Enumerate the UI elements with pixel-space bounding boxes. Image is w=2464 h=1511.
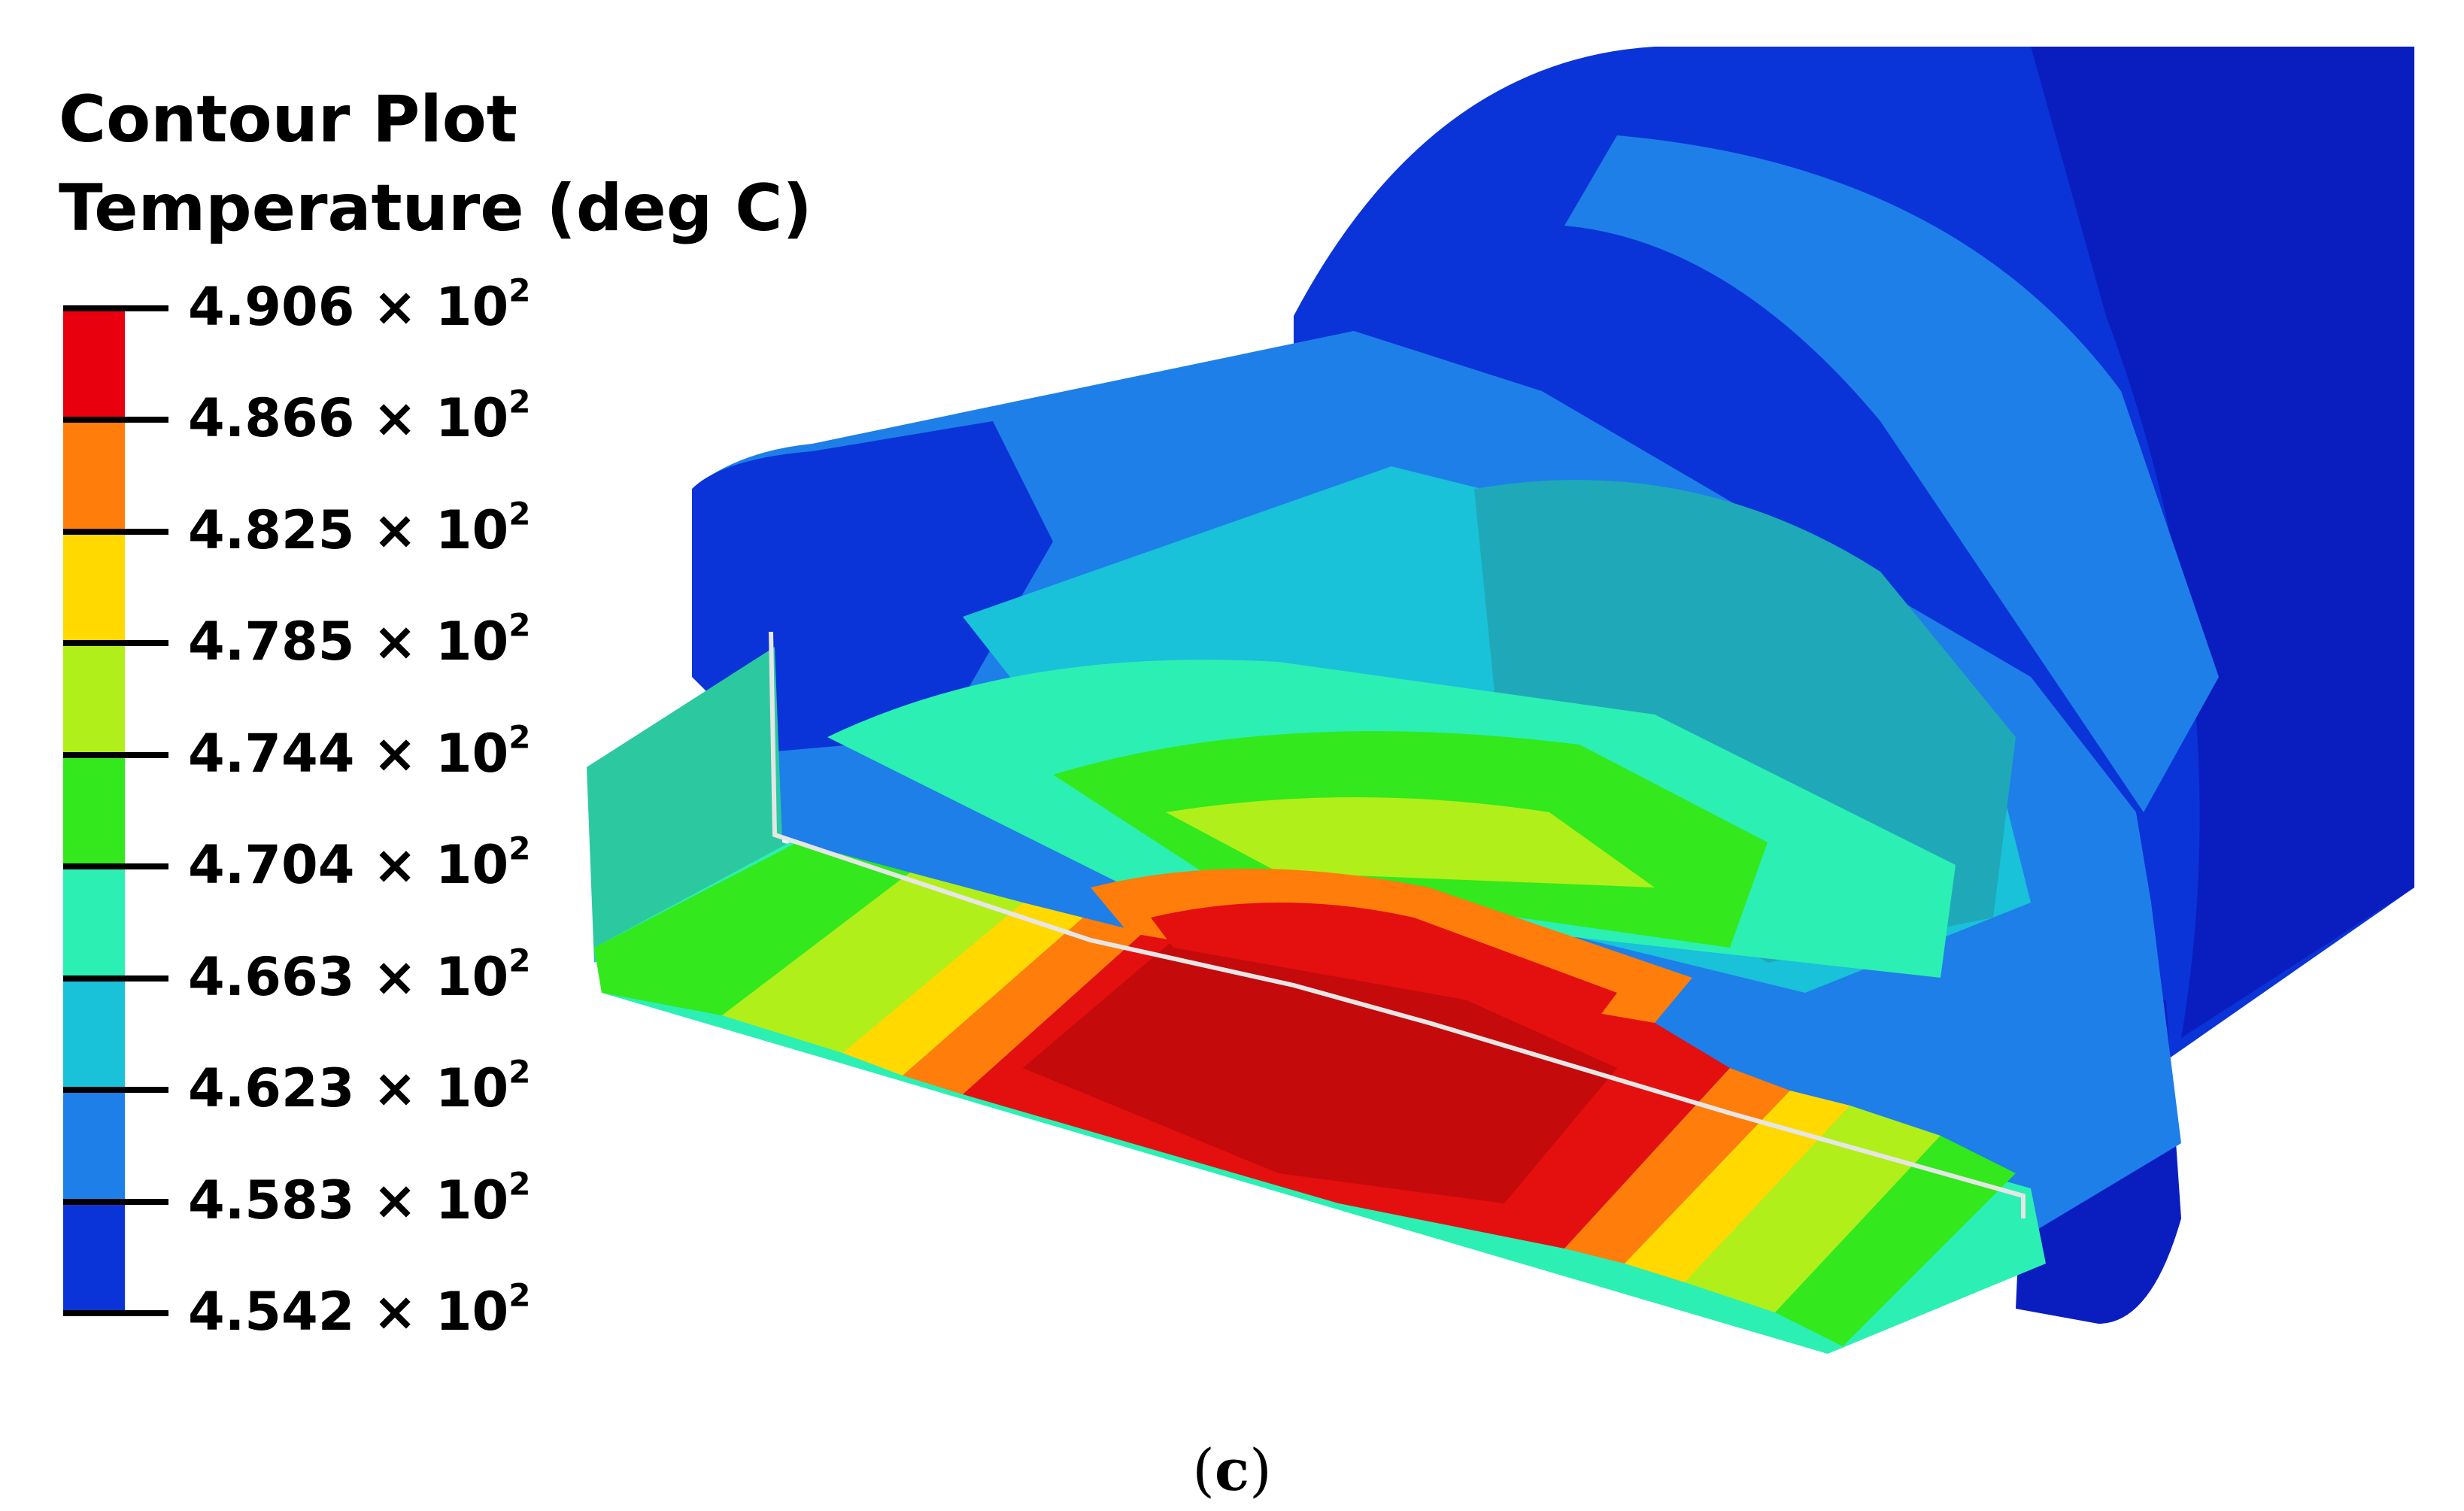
scale-tick-mark bbox=[63, 640, 168, 647]
housing-left-edge bbox=[692, 421, 1053, 752]
tick-exponent: 2 bbox=[508, 383, 531, 420]
band-orange-left bbox=[903, 918, 1143, 1094]
scale-tick-mark bbox=[63, 305, 168, 311]
tick-base: 10 bbox=[435, 499, 509, 561]
band-orange-right bbox=[1564, 1068, 1790, 1264]
tick-mantissa: 4.704 bbox=[188, 834, 355, 897]
tick-base: 10 bbox=[435, 276, 509, 338]
tick-base: 10 bbox=[435, 387, 509, 450]
band-yellow-green-left bbox=[722, 872, 1023, 1053]
tick-times-sign: × bbox=[372, 611, 417, 673]
scale-tick-mark bbox=[63, 863, 168, 870]
tick-exponent: 2 bbox=[508, 606, 531, 644]
color-band bbox=[63, 420, 125, 532]
legend-title-line1: Contour Plot bbox=[59, 82, 517, 157]
legend-title: Contour Plot Temperature (deg C) bbox=[59, 75, 812, 253]
tick-base: 10 bbox=[435, 834, 509, 897]
scale-tick-label: 4.704 × 102 bbox=[188, 833, 530, 897]
color-band bbox=[63, 866, 125, 979]
tick-base: 10 bbox=[435, 1281, 509, 1343]
tick-times-sign: × bbox=[372, 945, 417, 1008]
housing-yellow-green-zone bbox=[1166, 797, 1655, 887]
tick-exponent: 2 bbox=[508, 1165, 531, 1203]
band-yellow-left bbox=[842, 903, 1083, 1076]
scale-tick-mark bbox=[63, 1310, 168, 1316]
scale-tick-label: 4.663 × 102 bbox=[188, 945, 530, 1008]
tick-exponent: 2 bbox=[508, 1053, 531, 1091]
scale-tick-label: 4.744 × 102 bbox=[188, 721, 530, 784]
tick-exponent: 2 bbox=[508, 272, 531, 309]
tick-base: 10 bbox=[435, 1057, 509, 1120]
color-band bbox=[63, 754, 125, 868]
scale-tick-label: 4.542 × 102 bbox=[188, 1279, 530, 1343]
color-band bbox=[63, 1201, 125, 1314]
tick-base: 10 bbox=[435, 611, 509, 673]
tick-mantissa: 4.906 bbox=[188, 276, 355, 338]
tick-mantissa: 4.785 bbox=[188, 611, 355, 673]
tick-base: 10 bbox=[435, 722, 509, 784]
scale-tick-mark bbox=[63, 1087, 168, 1094]
tick-exponent: 2 bbox=[508, 830, 531, 867]
tick-times-sign: × bbox=[372, 1281, 417, 1343]
tick-exponent: 2 bbox=[508, 718, 531, 756]
scale-tick-label: 4.866 × 102 bbox=[188, 386, 530, 450]
color-band bbox=[63, 643, 125, 756]
scale-tick-mark bbox=[63, 1198, 168, 1205]
band-yellow-green-right bbox=[1685, 1106, 1941, 1312]
tick-exponent: 2 bbox=[508, 942, 531, 979]
ridge-red bbox=[1151, 903, 1617, 1023]
tick-base: 10 bbox=[435, 945, 509, 1008]
tick-times-sign: × bbox=[372, 1169, 417, 1231]
scale-tick-label: 4.583 × 102 bbox=[188, 1168, 530, 1231]
tick-mantissa: 4.583 bbox=[188, 1169, 355, 1231]
scale-tick-label: 4.785 × 102 bbox=[188, 609, 530, 673]
scale-tick-label: 4.906 × 102 bbox=[188, 275, 530, 338]
tick-times-sign: × bbox=[372, 387, 417, 450]
tick-times-sign: × bbox=[372, 834, 417, 897]
cylinder-shading bbox=[2031, 47, 2414, 1038]
tick-mantissa: 4.744 bbox=[188, 722, 355, 784]
color-band bbox=[63, 1090, 125, 1203]
caption-close: ) bbox=[1249, 1437, 1272, 1503]
wire-outline bbox=[769, 631, 2026, 1218]
figure-caption: (c) bbox=[0, 1437, 2464, 1504]
color-band bbox=[63, 978, 125, 1091]
band-green-left bbox=[594, 842, 910, 1015]
tick-mantissa: 4.663 bbox=[188, 945, 355, 1008]
tick-times-sign: × bbox=[372, 722, 417, 784]
tick-mantissa: 4.825 bbox=[188, 499, 355, 561]
tick-times-sign: × bbox=[372, 276, 417, 338]
tick-times-sign: × bbox=[372, 499, 417, 561]
scale-tick-mark bbox=[63, 417, 168, 423]
tick-mantissa: 4.623 bbox=[188, 1057, 355, 1120]
band-green-right bbox=[1775, 1136, 2016, 1346]
color-band bbox=[63, 531, 125, 645]
scale-tick-label: 4.623 × 102 bbox=[188, 1056, 530, 1120]
scale-tick-mark bbox=[63, 751, 168, 758]
color-band bbox=[63, 308, 125, 421]
tick-mantissa: 4.866 bbox=[188, 387, 355, 450]
caption-open: ( bbox=[1192, 1437, 1215, 1503]
caption-letter: c bbox=[1214, 1437, 1250, 1503]
band-yellow-right bbox=[1625, 1091, 1850, 1282]
tick-mantissa: 4.542 bbox=[188, 1281, 355, 1343]
tick-exponent: 2 bbox=[508, 1276, 531, 1314]
color-scale-bar bbox=[63, 308, 125, 1314]
tick-exponent: 2 bbox=[508, 495, 531, 532]
scale-tick-label: 4.825 × 102 bbox=[188, 498, 530, 561]
scale-tick-mark bbox=[63, 975, 168, 982]
cylinder-face-band bbox=[1564, 135, 2219, 812]
band-dark-red-core bbox=[1023, 940, 1617, 1203]
tick-base: 10 bbox=[435, 1169, 509, 1231]
legend-title-line2: Temperature (deg C) bbox=[59, 171, 812, 246]
scale-tick-mark bbox=[63, 528, 168, 535]
tick-times-sign: × bbox=[372, 1057, 417, 1120]
